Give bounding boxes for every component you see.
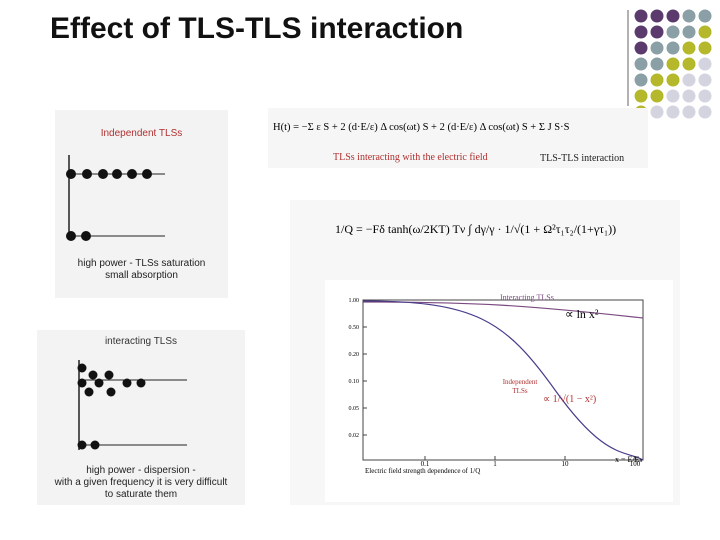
- dot: [666, 41, 680, 55]
- curve-independent: [362, 300, 644, 461]
- panel-interacting: interacting TLSs high power - dispersion…: [37, 330, 245, 505]
- decor-dots: [627, 9, 712, 119]
- dot: [666, 89, 680, 103]
- dot: [698, 73, 712, 87]
- tls-diagram: [66, 155, 165, 241]
- dot: [666, 73, 680, 87]
- plot: 1.00 0.50 0.20 0.10 0.05 0.02 0.1 1 10 100 Intera…: [349, 293, 644, 475]
- dot: [682, 41, 696, 55]
- label-field: TLSs interacting with the electric field: [333, 152, 488, 163]
- dot: [650, 57, 664, 71]
- hamiltonian-box: H(t) = −Σ ε S + 2 (d·E/ε) Δ cos(ωt) S + …: [268, 108, 648, 168]
- panel-caption: high power - dispersion - with a given fr…: [37, 465, 245, 501]
- dot: [682, 73, 696, 87]
- x-tick-label: 0.1: [421, 460, 430, 468]
- plot-frame: [362, 299, 644, 461]
- dot: [698, 41, 712, 55]
- label-tls: TLS-TLS interaction: [540, 153, 625, 164]
- curve-interacting: [362, 301, 644, 319]
- formula-independent: ∝ 1/√(1 − x²): [543, 394, 596, 405]
- caption-line: high power - TLSs saturation: [77, 258, 206, 269]
- dot: [698, 89, 712, 103]
- dot: [650, 73, 664, 87]
- dot: [682, 25, 696, 39]
- x-label: Electric field strength dependence of 1/…: [365, 467, 480, 475]
- y-tick-label: 0.20: [349, 352, 360, 358]
- dot: [666, 57, 680, 71]
- plot-area: 1.00 0.50 0.20 0.10 0.05 0.02 0.1 1 10 100 Intera…: [325, 280, 673, 502]
- panel-independent: Independent TLSs high power - TLSs satur…: [55, 110, 228, 298]
- dot: [666, 25, 680, 39]
- y-tick-label: 0.05: [349, 406, 360, 412]
- dot: [650, 89, 664, 103]
- y-tick-label: 0.02: [349, 433, 360, 439]
- x-tick-label: 10: [562, 460, 570, 468]
- loss-box: 1/Q = −Fδ tanh(ω/2KT) Tν ∫ dγ/γ · 1/√(1 …: [290, 200, 680, 505]
- dot: [682, 9, 696, 23]
- formula-interacting: ∝ ln x²: [565, 307, 599, 321]
- dot-grid: [634, 9, 712, 119]
- dot: [698, 105, 712, 119]
- x-tick-label: 100: [630, 460, 641, 468]
- slide-title: Effect of TLS-TLS interaction: [50, 12, 464, 45]
- dot: [634, 57, 648, 71]
- dot: [698, 57, 712, 71]
- caption-line: with a given frequency it is very diffic…: [54, 477, 228, 488]
- dot: [650, 9, 664, 23]
- caption-line: to saturate them: [104, 489, 178, 500]
- caption-line: high power - dispersion -: [86, 465, 196, 476]
- dot: [634, 25, 648, 39]
- panel-caption: high power - TLSs saturation small absorp…: [55, 258, 228, 282]
- label-interacting: Interacting TLSs: [500, 293, 554, 302]
- label-independent: Independent: [503, 378, 538, 386]
- panel-heading: Independent TLSs: [100, 128, 183, 139]
- dot: [634, 73, 648, 87]
- label-independent: TLSs: [512, 387, 527, 395]
- dot: [666, 105, 680, 119]
- loss-formula: 1/Q = −Fδ tanh(ω/2KT) Tν ∫ dγ/γ · 1/√(1 …: [335, 222, 617, 236]
- dot: [634, 9, 648, 23]
- dot: [634, 41, 648, 55]
- hamiltonian-formula: H(t) = −Σ ε S + 2 (d·E/ε) Δ cos(ωt) S + …: [273, 122, 570, 133]
- dot: [666, 9, 680, 23]
- x-tick-label: 1: [493, 460, 497, 468]
- y-tick-label: 0.50: [349, 325, 360, 331]
- dot: [650, 105, 664, 119]
- dot: [698, 9, 712, 23]
- caption-line: small absorption: [105, 270, 178, 281]
- dot: [650, 25, 664, 39]
- y-tick-label: 1.00: [349, 298, 360, 304]
- dot: [650, 41, 664, 55]
- tls-diagram: [77, 360, 187, 450]
- dot: [634, 89, 648, 103]
- panel-heading: interacting TLSs: [104, 336, 178, 347]
- y-tick-label: 0.10: [349, 379, 360, 385]
- dot: [682, 89, 696, 103]
- dot: [682, 105, 696, 119]
- x-formula: x = E/Eₛ: [615, 455, 643, 464]
- dot: [698, 25, 712, 39]
- dot: [682, 57, 696, 71]
